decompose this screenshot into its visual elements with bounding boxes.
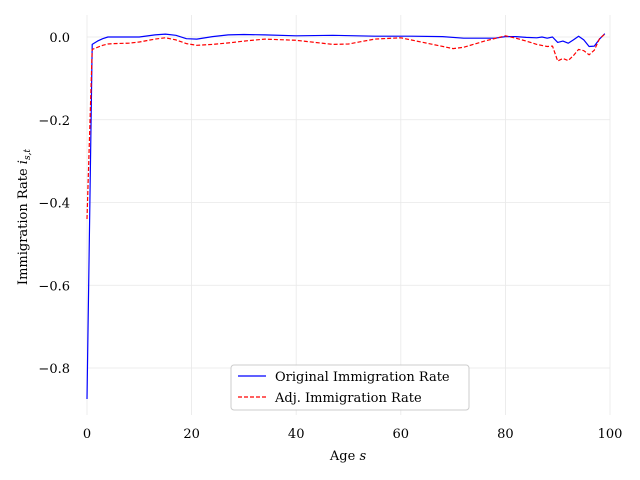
legend-label-adjusted: Adj. Immigration Rate	[274, 391, 422, 406]
legend-box	[230, 364, 470, 411]
y-tick-label: −0.2	[38, 114, 70, 129]
x-tick-label: 100	[598, 427, 623, 442]
x-tick-label: 60	[393, 427, 410, 442]
legend-label-original: Original Immigration Rate	[275, 370, 450, 385]
series-lines	[86, 33, 606, 400]
y-tick-label: −0.6	[38, 279, 70, 294]
grid-lines	[86, 15, 611, 415]
y-axis-ticks: −0.8 −0.6 −0.4 −0.2 0.0	[38, 31, 70, 377]
x-tick-label: 20	[183, 427, 200, 442]
y-tick-label: 0.0	[49, 31, 70, 46]
x-tick-label: 80	[497, 427, 514, 442]
legend: Original Immigration Rate Adj. Immigrati…	[230, 364, 470, 411]
y-tick-label: −0.8	[38, 362, 70, 377]
series-line-adjusted	[86, 33, 606, 220]
x-tick-label: 40	[288, 427, 305, 442]
x-axis-ticks: 0 20 40 60 80 100	[83, 427, 623, 442]
y-axis-title: Immigration Rate is,t	[16, 149, 33, 285]
y-tick-label: −0.4	[38, 197, 70, 212]
x-tick-label: 0	[83, 427, 91, 442]
x-axis-title: Age s	[329, 449, 367, 464]
series-line-original	[86, 33, 606, 400]
